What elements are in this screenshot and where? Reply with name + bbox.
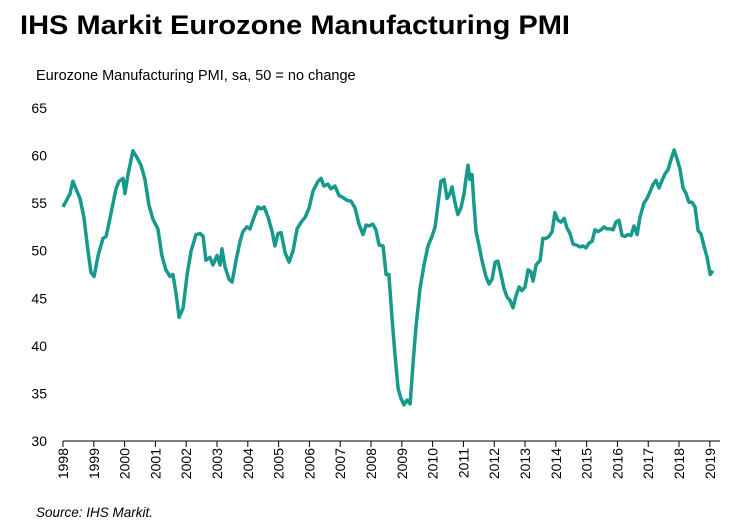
x-tick-label: 2007 — [332, 448, 348, 479]
chart-subtitle: Eurozone Manufacturing PMI, sa, 50 = no … — [36, 68, 356, 84]
source-note: Source: IHS Markit. — [36, 505, 153, 520]
x-tick-label: 2009 — [394, 448, 410, 479]
x-tick-label: 2003 — [209, 448, 225, 479]
y-tick-label: 55 — [31, 195, 47, 211]
y-tick-label: 60 — [31, 148, 47, 164]
y-tick-label: 45 — [31, 290, 47, 306]
x-tick-label: 2005 — [271, 448, 287, 479]
x-tick-label: 2000 — [117, 448, 133, 479]
chart-title: IHS Markit Eurozone Manufacturing PMI — [20, 10, 570, 40]
x-tick-label: 2019 — [702, 448, 718, 479]
x-tick-label: 2014 — [548, 448, 564, 479]
data-line — [61, 148, 715, 407]
y-tick-label: 35 — [31, 385, 47, 401]
y-tick-label: 40 — [31, 338, 47, 354]
x-tick-label: 2017 — [640, 448, 656, 479]
x-tick-label: 2012 — [486, 448, 502, 479]
y-tick-label: 50 — [31, 243, 47, 259]
x-tick-label: 2006 — [301, 448, 317, 479]
x-tick-label: 1999 — [86, 448, 102, 479]
x-tick-label: 1998 — [55, 448, 71, 479]
x-tick-label: 2004 — [240, 448, 256, 479]
x-tick-label: 2002 — [178, 448, 194, 479]
x-tick-label: 2008 — [363, 448, 379, 479]
x-tick-label: 2001 — [147, 448, 163, 479]
x-tick-label: 2016 — [609, 448, 625, 479]
x-tick-label: 2018 — [671, 448, 687, 479]
x-tick-label: 2010 — [425, 448, 441, 479]
y-tick-label: 65 — [31, 100, 47, 116]
y-tick-label: 30 — [31, 433, 47, 449]
x-tick-label: 2011 — [455, 448, 471, 478]
x-tick-label: 2013 — [517, 448, 533, 479]
x-tick-label: 2015 — [579, 448, 595, 479]
